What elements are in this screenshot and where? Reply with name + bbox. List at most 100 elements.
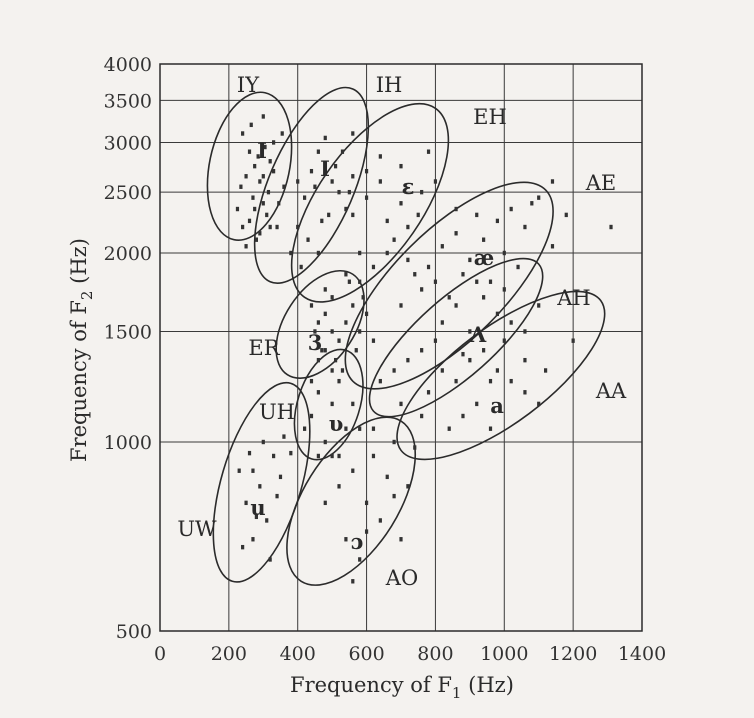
x-tick-label: 600 (348, 643, 384, 665)
point-iy (266, 189, 271, 195)
point-ae (523, 224, 527, 230)
point-ao (364, 529, 369, 534)
point-ah (392, 368, 396, 373)
point-iy (253, 163, 257, 169)
x-tick-label: 800 (417, 643, 453, 665)
y-tick-label: 3500 (104, 90, 152, 112)
point-ih (316, 250, 320, 256)
point-uw (244, 500, 248, 506)
region-symbol-iy: I (257, 138, 267, 163)
point-uw (282, 434, 286, 439)
point-ih (313, 184, 317, 189)
point-uw (258, 484, 262, 489)
point-uh (358, 426, 362, 431)
point-uh (344, 426, 348, 431)
point-iy (247, 218, 252, 224)
point-ah (433, 338, 438, 343)
point-eh (426, 149, 431, 154)
y-tick-label: 2000 (104, 243, 152, 265)
point-uw (275, 493, 279, 499)
point-ih (320, 218, 324, 224)
x-tick-label: 1400 (618, 643, 666, 665)
point-eh (364, 195, 369, 200)
point-ih (306, 237, 310, 242)
region-symbol-er: 3 (308, 330, 323, 355)
point-ae (468, 257, 472, 263)
point-ah (495, 311, 499, 317)
point-uh (330, 368, 334, 373)
region-ellipse-uw (212, 381, 311, 583)
point-ah (420, 348, 424, 353)
point-ao (351, 579, 355, 584)
point-ah (502, 287, 506, 292)
point-er (361, 295, 365, 300)
point-aa (571, 338, 575, 343)
point-ae (475, 212, 479, 218)
x-tick-label: 400 (280, 643, 316, 665)
region-symbol-ah: Λ (469, 322, 487, 347)
region-label-iy: IY (237, 73, 260, 97)
point-er (364, 311, 369, 317)
region-ellipse-aa (396, 290, 606, 461)
point-iy (258, 231, 262, 236)
x-tick-labels: 0 200 400 600 800 1000 1200 1400 (154, 643, 666, 665)
point-ih (333, 163, 338, 169)
x-tick-label: 200 (211, 643, 247, 665)
point-uw (237, 468, 241, 473)
region-label-ao: AO (385, 566, 418, 590)
point-ae (433, 279, 438, 284)
point-eh (433, 179, 438, 184)
point-iy (280, 131, 284, 136)
point-iy (241, 224, 245, 230)
point-iy (253, 206, 257, 212)
point-ae (426, 264, 431, 270)
point-iy (258, 179, 262, 184)
point-aa (447, 426, 451, 431)
y-tick-label: 1500 (104, 321, 152, 343)
point-ae (447, 295, 451, 300)
point-iy (272, 168, 276, 174)
point-ih (296, 224, 300, 230)
point-ah (475, 279, 479, 284)
point-aa (544, 368, 548, 373)
point-ih (351, 131, 355, 136)
point-ae (550, 244, 555, 249)
point-aa (537, 401, 541, 407)
point-aa (454, 378, 458, 384)
y-tick-label: 500 (116, 621, 152, 643)
point-er (371, 338, 376, 343)
point-ah (378, 378, 382, 384)
point-eh (347, 189, 351, 195)
point-ao (399, 537, 403, 542)
point-iy (235, 206, 240, 212)
point-ao (406, 484, 410, 489)
y-tick-label: 3000 (104, 132, 152, 154)
point-ah (454, 303, 458, 308)
point-aa (482, 348, 486, 353)
point-aa (502, 338, 506, 343)
point-ae (516, 264, 520, 270)
point-iy (263, 144, 267, 150)
point-uw (289, 450, 293, 456)
point-eh (385, 250, 389, 256)
point-iy (241, 131, 245, 136)
x-tick-label: 1000 (480, 643, 528, 665)
point-ih (316, 149, 320, 154)
point-uw (272, 453, 276, 459)
point-ih (327, 212, 331, 218)
point-ih (351, 174, 355, 179)
point-aa (509, 378, 513, 384)
point-ao (371, 426, 376, 431)
point-ao (358, 557, 362, 562)
point-er (358, 329, 362, 334)
point-er (337, 338, 341, 343)
region-ellipse-iy (206, 91, 293, 241)
point-er (344, 320, 348, 325)
point-ih (344, 206, 348, 212)
region-ellipse-ao (286, 416, 417, 586)
point-uw (265, 518, 269, 523)
point-ao (378, 518, 382, 523)
point-iy (261, 114, 265, 119)
region-symbol-eh: ε (402, 174, 415, 199)
